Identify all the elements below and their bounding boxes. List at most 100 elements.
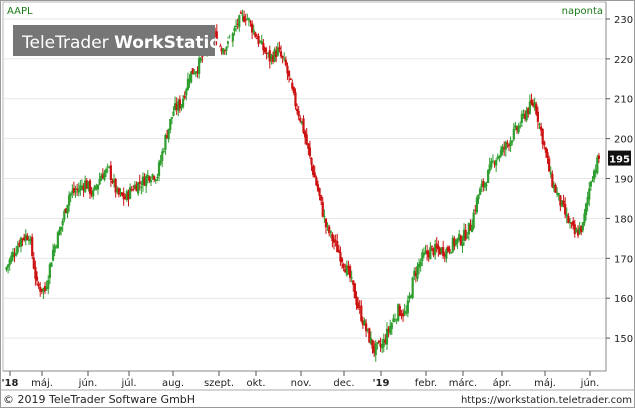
- candle-body: [371, 339, 374, 349]
- candle-body: [503, 147, 506, 149]
- y-tick-label: 190: [614, 175, 633, 186]
- candle-body: [252, 30, 255, 33]
- candle: [143, 173, 146, 186]
- candle: [387, 326, 390, 338]
- candle: [199, 56, 202, 64]
- candle-body: [515, 127, 519, 131]
- candle-body: [438, 248, 442, 255]
- candle: [302, 115, 305, 135]
- candle: [58, 226, 61, 236]
- x-tick-label: '18: [2, 378, 19, 389]
- x-tick-label: jún.: [78, 377, 98, 389]
- candle: [358, 300, 361, 314]
- candle-body: [95, 186, 98, 188]
- candle-body: [533, 102, 536, 109]
- candle-body: [254, 32, 257, 37]
- candle-body: [446, 246, 450, 252]
- candle: [214, 27, 217, 38]
- footer-url: https://workstation.teletrader.com: [461, 395, 632, 406]
- candle-body: [575, 229, 578, 233]
- candle-body: [401, 313, 405, 317]
- candle: [356, 297, 360, 310]
- candle-body: [157, 162, 161, 176]
- candle: [382, 333, 385, 353]
- candle-body: [80, 185, 84, 187]
- candle: [13, 248, 16, 263]
- candle-body: [137, 182, 140, 194]
- candle: [474, 204, 477, 215]
- candle: [172, 106, 175, 117]
- candle: [259, 40, 262, 43]
- candle-body: [234, 25, 238, 27]
- candle: [154, 178, 157, 184]
- candle-body: [466, 236, 469, 239]
- candle-body: [557, 193, 560, 196]
- candle: [546, 148, 549, 164]
- candle-body: [172, 111, 175, 116]
- candle-body: [217, 42, 220, 46]
- candle-body: [326, 224, 329, 226]
- candle-body: [445, 249, 448, 259]
- candle-body: [519, 125, 522, 127]
- candle: [103, 169, 106, 182]
- candle: [287, 70, 291, 83]
- candle-body: [512, 128, 515, 140]
- candle-body: [299, 117, 302, 122]
- candle: [377, 339, 381, 345]
- candle-body: [161, 151, 164, 162]
- candle: [15, 245, 18, 257]
- candle: [491, 154, 495, 164]
- candle-body: [588, 188, 591, 200]
- candle-body: [321, 202, 324, 217]
- candle: [350, 270, 353, 283]
- candle: [156, 173, 159, 182]
- candle-body: [472, 212, 475, 229]
- candle: [461, 235, 464, 254]
- candle: [252, 24, 255, 36]
- candle-body: [538, 123, 541, 125]
- candle-body: [247, 18, 251, 21]
- candle-body: [42, 288, 45, 292]
- candle-body: [308, 147, 312, 157]
- candle-body: [477, 194, 480, 200]
- candle-body: [8, 259, 11, 266]
- candle: [53, 243, 56, 257]
- candle-body: [324, 218, 328, 228]
- candle: [475, 195, 478, 215]
- candle-body: [101, 174, 104, 179]
- candle-body: [416, 265, 419, 279]
- candle-body: [355, 296, 358, 305]
- candle: [281, 55, 284, 64]
- candle: [493, 160, 496, 168]
- candle-body: [291, 82, 294, 89]
- candle: [520, 110, 523, 128]
- candle-body: [96, 184, 100, 190]
- candle: [260, 34, 263, 45]
- candle-body: [498, 155, 501, 159]
- candle-body: [453, 238, 456, 246]
- candle-body: [61, 220, 64, 226]
- candle: [312, 164, 315, 178]
- candle-body: [462, 229, 466, 241]
- candle-body: [540, 126, 543, 131]
- candle-body: [413, 270, 416, 277]
- candle: [26, 233, 29, 241]
- candle-body: [451, 237, 454, 252]
- candle: [523, 110, 527, 122]
- candle: [95, 183, 98, 191]
- candle-body: [331, 233, 334, 242]
- candle-body: [51, 249, 55, 261]
- candle-body: [18, 242, 21, 246]
- candle-body: [5, 267, 8, 270]
- candle: [522, 109, 525, 119]
- candle: [395, 318, 398, 325]
- candle-body: [98, 179, 101, 185]
- candle-body: [369, 337, 373, 345]
- candle: [543, 140, 546, 150]
- candle-body: [222, 48, 225, 54]
- candle-body: [243, 16, 246, 22]
- candle-body: [337, 249, 340, 253]
- candle: [329, 230, 332, 239]
- candle-body: [580, 225, 583, 233]
- candle: [236, 18, 239, 30]
